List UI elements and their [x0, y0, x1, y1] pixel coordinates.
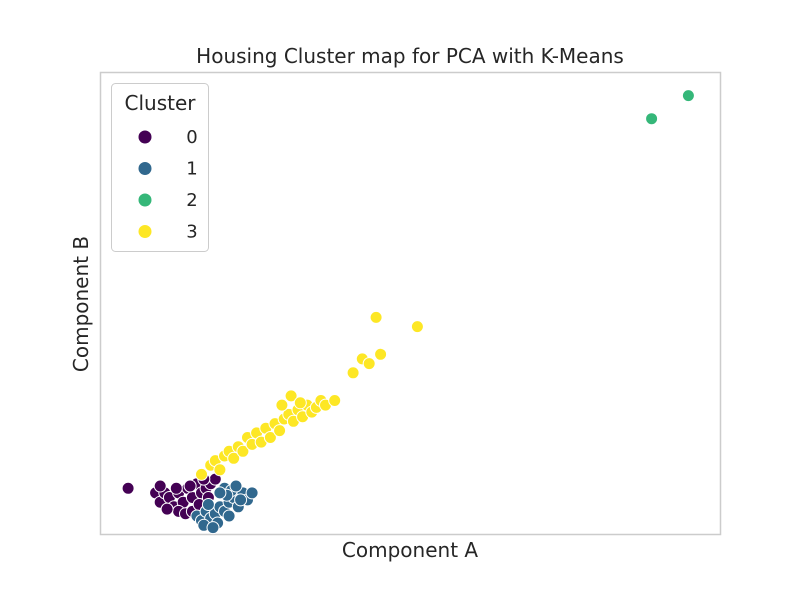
point-cluster-2-1	[681, 89, 695, 103]
point-cluster-1-19	[234, 493, 248, 507]
point-cluster-3-27	[328, 394, 342, 407]
point-cluster-3-31	[346, 366, 360, 380]
chart-title: Housing Cluster map for PCA with K-Means	[196, 44, 624, 68]
point-cluster-3-30	[293, 396, 307, 410]
point-cluster-3-33	[362, 357, 376, 371]
point-cluster-1-20	[245, 486, 259, 500]
point-cluster-3-16	[273, 424, 287, 438]
point-cluster-0-18	[160, 502, 174, 516]
point-cluster-3-36	[410, 320, 424, 334]
point-cluster-3-35	[369, 310, 383, 324]
legend-label-3: 3	[186, 222, 197, 243]
point-cluster-1-22	[222, 509, 236, 523]
point-cluster-2-0	[645, 112, 659, 126]
y-axis-label: Component B	[69, 236, 93, 372]
point-cluster-3-29	[284, 389, 298, 403]
legend-marker-0	[137, 129, 153, 145]
point-cluster-3-3	[213, 463, 227, 477]
legend-frame	[111, 83, 209, 252]
point-cluster-0-0	[121, 481, 135, 495]
point-cluster-0-24	[153, 479, 167, 493]
point-cluster-1-23	[201, 498, 215, 511]
point-cluster-1-17	[229, 479, 243, 493]
legend-marker-2	[137, 192, 153, 208]
legend: Cluster 0 1 2 3	[111, 83, 209, 252]
point-cluster-1-21	[213, 486, 227, 500]
legend-label-0: 0	[186, 127, 197, 148]
point-cluster-3-28	[275, 398, 289, 412]
legend-label-2: 2	[186, 190, 197, 211]
point-cluster-0-20	[169, 481, 183, 495]
legend-marker-1	[137, 161, 153, 176]
point-cluster-3-0	[195, 467, 208, 481]
point-cluster-3-14	[263, 431, 277, 444]
point-cluster-1-16	[206, 521, 220, 535]
legend-marker-3	[137, 224, 153, 239]
point-cluster-3-34	[374, 347, 388, 361]
point-cluster-3-8	[236, 444, 250, 458]
point-cluster-3-6	[227, 451, 241, 465]
legend-label-1: 1	[186, 159, 197, 180]
points-layer	[121, 89, 695, 535]
point-cluster-0-21	[183, 479, 197, 493]
x-axis-label: Component A	[342, 538, 478, 562]
legend-title: Cluster	[125, 91, 197, 115]
legend-entries: 0 1 2 3	[137, 127, 198, 243]
